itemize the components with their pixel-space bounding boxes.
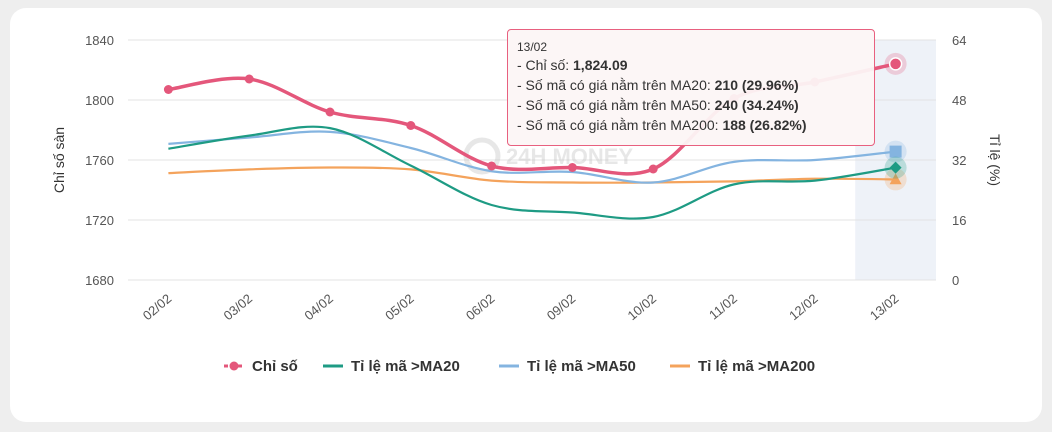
series-2-line <box>168 130 896 184</box>
x-tick-label: 04/02 <box>301 291 336 323</box>
series-0-point <box>406 121 416 130</box>
tooltip-row-ma20: - Số mã có giá nằm trên MA20: 210 (29.96… <box>517 77 799 93</box>
series-1-line <box>168 125 896 220</box>
series-1-point <box>889 161 902 174</box>
y-left-tick-label: 1720 <box>85 213 114 228</box>
x-tick-label: 06/02 <box>463 291 498 323</box>
tooltip: 13/02 - Chỉ số: 1,824.09 - Số mã có giá … <box>507 29 875 146</box>
tooltip-row-index: - Chỉ số: 1,824.09 <box>517 57 628 73</box>
tooltip-row-ma50: - Số mã có giá nằm trên MA50: 240 (34.24… <box>517 97 799 113</box>
legend-label-2: Tỉ lệ mã >MA50 <box>527 358 636 375</box>
legend-label-3: Tỉ lệ mã >MA200 <box>698 358 815 375</box>
tooltip-row-ma200: - Số mã có giá nằm trên MA200: 188 (26.8… <box>517 117 807 133</box>
chart-svg: 1680 1720 1760 1800 1840 0 16 32 48 64 02/02 03/02 0… <box>51 33 1003 375</box>
series-3-line <box>168 166 896 184</box>
y-right-tick-label: 16 <box>952 213 966 228</box>
series-0-point <box>888 57 903 71</box>
y-left-tick-label: 1840 <box>85 33 114 48</box>
series-0-point <box>487 161 497 171</box>
x-tick-label: 11/02 <box>706 291 740 323</box>
tooltip-date: 13/02 <box>517 40 548 54</box>
y-left-tick-label: 1800 <box>85 93 114 108</box>
series-2-point <box>889 145 902 158</box>
series-0-point <box>163 85 173 94</box>
x-tick-label: 05/02 <box>382 291 417 323</box>
series-0-point <box>648 164 658 174</box>
series-0-point <box>567 163 577 172</box>
x-tick-label: 13/02 <box>867 291 902 323</box>
y-left-tick-label: 1760 <box>85 153 114 168</box>
y-right-tick-label: 0 <box>952 273 959 288</box>
x-tick-label: 03/02 <box>221 291 256 323</box>
x-tick-label: 09/02 <box>544 291 579 323</box>
series-3-point <box>889 173 902 185</box>
legend-label-1: Tỉ lệ mã >MA20 <box>351 358 460 375</box>
y-left-tick-label: 1680 <box>85 273 114 288</box>
x-tick-label: 10/02 <box>625 291 660 323</box>
x-tick-label: 02/02 <box>140 291 175 323</box>
x-tick-label: 12/02 <box>786 291 821 323</box>
y-right-tick-label: 32 <box>952 153 966 168</box>
y-right-tick-label: 48 <box>952 93 966 108</box>
chart-card: 1680 1720 1760 1800 1840 0 16 32 48 64 02/02 03/02 0… <box>10 8 1042 422</box>
legend-label-0: Chỉ số <box>252 358 298 375</box>
y-right-tick-label: 64 <box>952 33 966 48</box>
y-left-axis-title: Chỉ số sàn <box>51 127 67 193</box>
series-0-point <box>325 107 335 117</box>
y-right-axis-title: Tỉ lệ (%) <box>987 134 1003 186</box>
legend-swatch-marker-0 <box>229 361 239 371</box>
series-0-point <box>244 74 254 84</box>
